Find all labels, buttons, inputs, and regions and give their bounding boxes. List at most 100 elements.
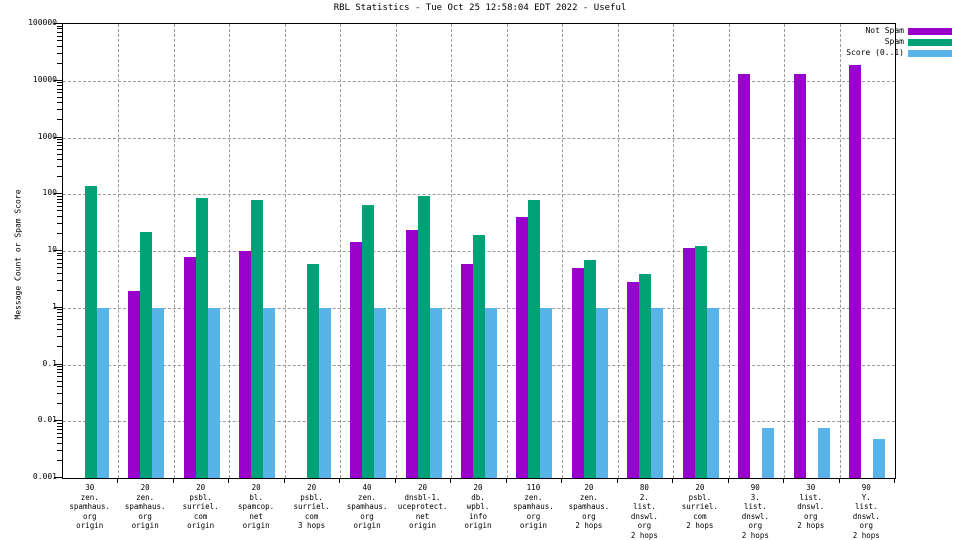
legend-label: Score (0..1) xyxy=(846,48,904,57)
y-tick-minor xyxy=(57,88,62,90)
y-tick-minor xyxy=(57,92,62,94)
bar xyxy=(682,247,695,478)
y-tick-minor xyxy=(57,432,62,434)
y-tick-label: 1 xyxy=(52,301,57,311)
bar xyxy=(583,259,596,478)
bar xyxy=(485,307,497,478)
bar xyxy=(461,264,473,478)
bar xyxy=(762,427,775,478)
gridline-vertical xyxy=(673,24,675,478)
y-tick-minor xyxy=(57,102,62,104)
y-tick-minor xyxy=(57,442,62,444)
bar xyxy=(627,281,640,478)
y-tick-minor xyxy=(57,222,62,224)
legend-item: Spam xyxy=(772,37,952,47)
y-tick-major xyxy=(54,23,62,24)
y-tick-minor xyxy=(57,309,62,311)
y-tick-minor xyxy=(57,323,62,325)
gridline-vertical xyxy=(506,24,508,478)
bar xyxy=(96,307,109,478)
x-tick xyxy=(172,478,174,483)
legend-item: Not Spam xyxy=(772,26,952,36)
y-tick-minor xyxy=(57,380,62,382)
bar xyxy=(374,307,387,478)
y-tick-minor xyxy=(57,119,62,121)
x-group-label: 20 bl. spamcop. net origin xyxy=(238,483,275,530)
bar xyxy=(651,307,664,478)
x-group-label: 30 zen. spamhaus. org origin xyxy=(69,483,111,530)
y-tick-major xyxy=(54,136,62,138)
bar xyxy=(873,438,886,478)
x-group-label: 110 zen. spamhaus. org origin xyxy=(513,483,554,530)
y-tick-minor xyxy=(57,35,62,37)
y-tick-label: 0.01 xyxy=(37,415,57,425)
y-tick-major xyxy=(54,363,62,365)
x-tick xyxy=(672,478,674,483)
vertical-gridlines xyxy=(63,24,895,478)
bar xyxy=(849,64,862,478)
x-group-label: 30 list. dnswl. org 2 hops xyxy=(797,483,825,530)
bar xyxy=(706,307,719,478)
gridline xyxy=(63,194,895,196)
bar xyxy=(263,307,276,478)
y-tick-minor xyxy=(57,425,62,427)
y-tick-minor xyxy=(57,336,62,338)
y-tick-label: 0.001 xyxy=(32,472,57,481)
bar xyxy=(306,263,319,478)
bars-layer xyxy=(63,24,895,478)
y-tick-major xyxy=(54,420,62,422)
y-tick-label: 1000 xyxy=(37,131,57,141)
chart-title: RBL Statistics - Tue Oct 25 12:58:04 EDT… xyxy=(333,3,627,13)
bar xyxy=(152,307,165,478)
y-tick-minor xyxy=(57,202,62,204)
y-tick-minor xyxy=(57,252,62,254)
x-group-label: 20 zen. spamhaus. org origin xyxy=(124,483,166,530)
y-tick-label: 10 xyxy=(47,245,57,254)
y-tick-label: 100000 xyxy=(28,18,57,27)
y-tick-minor xyxy=(57,52,62,54)
bar xyxy=(239,251,252,478)
y-tick-minor xyxy=(57,205,62,207)
bar xyxy=(350,241,363,478)
gridline-vertical xyxy=(451,24,453,478)
bar xyxy=(318,307,331,478)
bar xyxy=(128,290,141,478)
y-tick-minor xyxy=(57,149,62,151)
legend-item: Score (0..1) xyxy=(772,48,952,58)
y-tick-minor xyxy=(57,31,62,33)
x-group-label: 90 Y. list. dnswl. org 2 hops xyxy=(852,483,880,540)
x-group-label: 20 psbl. surriel. com 2 hops xyxy=(681,483,718,530)
y-tick-minor xyxy=(57,262,62,264)
x-group-label: 20 psbl. surriel. com origin xyxy=(182,483,219,530)
y-tick-minor xyxy=(57,210,62,212)
bar xyxy=(694,245,707,478)
y-tick-minor xyxy=(57,386,62,388)
gridline-vertical xyxy=(173,24,175,478)
y-tick-minor xyxy=(57,437,62,439)
y-tick-minor xyxy=(57,366,62,368)
chart-legend: Not Spam Spam Score (0..1) xyxy=(772,26,952,59)
y-tick-minor xyxy=(57,159,62,161)
y-tick-minor xyxy=(57,319,62,321)
y-tick-minor xyxy=(57,329,62,331)
gridline-vertical xyxy=(562,24,564,478)
x-tick xyxy=(450,478,452,483)
legend-swatch xyxy=(908,27,952,35)
y-tick-minor xyxy=(57,141,62,143)
gridline-vertical xyxy=(118,24,120,478)
y-tick-major xyxy=(54,250,62,251)
bar xyxy=(571,268,584,478)
x-group-label: 20 db. wpbl. info origin xyxy=(464,483,492,530)
y-tick-minor xyxy=(57,372,62,374)
bar xyxy=(362,204,375,478)
y-tick-minor xyxy=(57,82,62,84)
bar xyxy=(195,198,208,478)
y-tick-major xyxy=(54,79,62,81)
bar xyxy=(405,230,418,478)
gridline-vertical xyxy=(784,24,786,478)
y-tick-minor xyxy=(57,40,62,42)
y-tick-minor xyxy=(57,267,62,269)
x-axis: 30 zen. spamhaus. org origin 20 zen. spam… xyxy=(62,478,896,540)
y-tick-minor xyxy=(57,96,62,98)
